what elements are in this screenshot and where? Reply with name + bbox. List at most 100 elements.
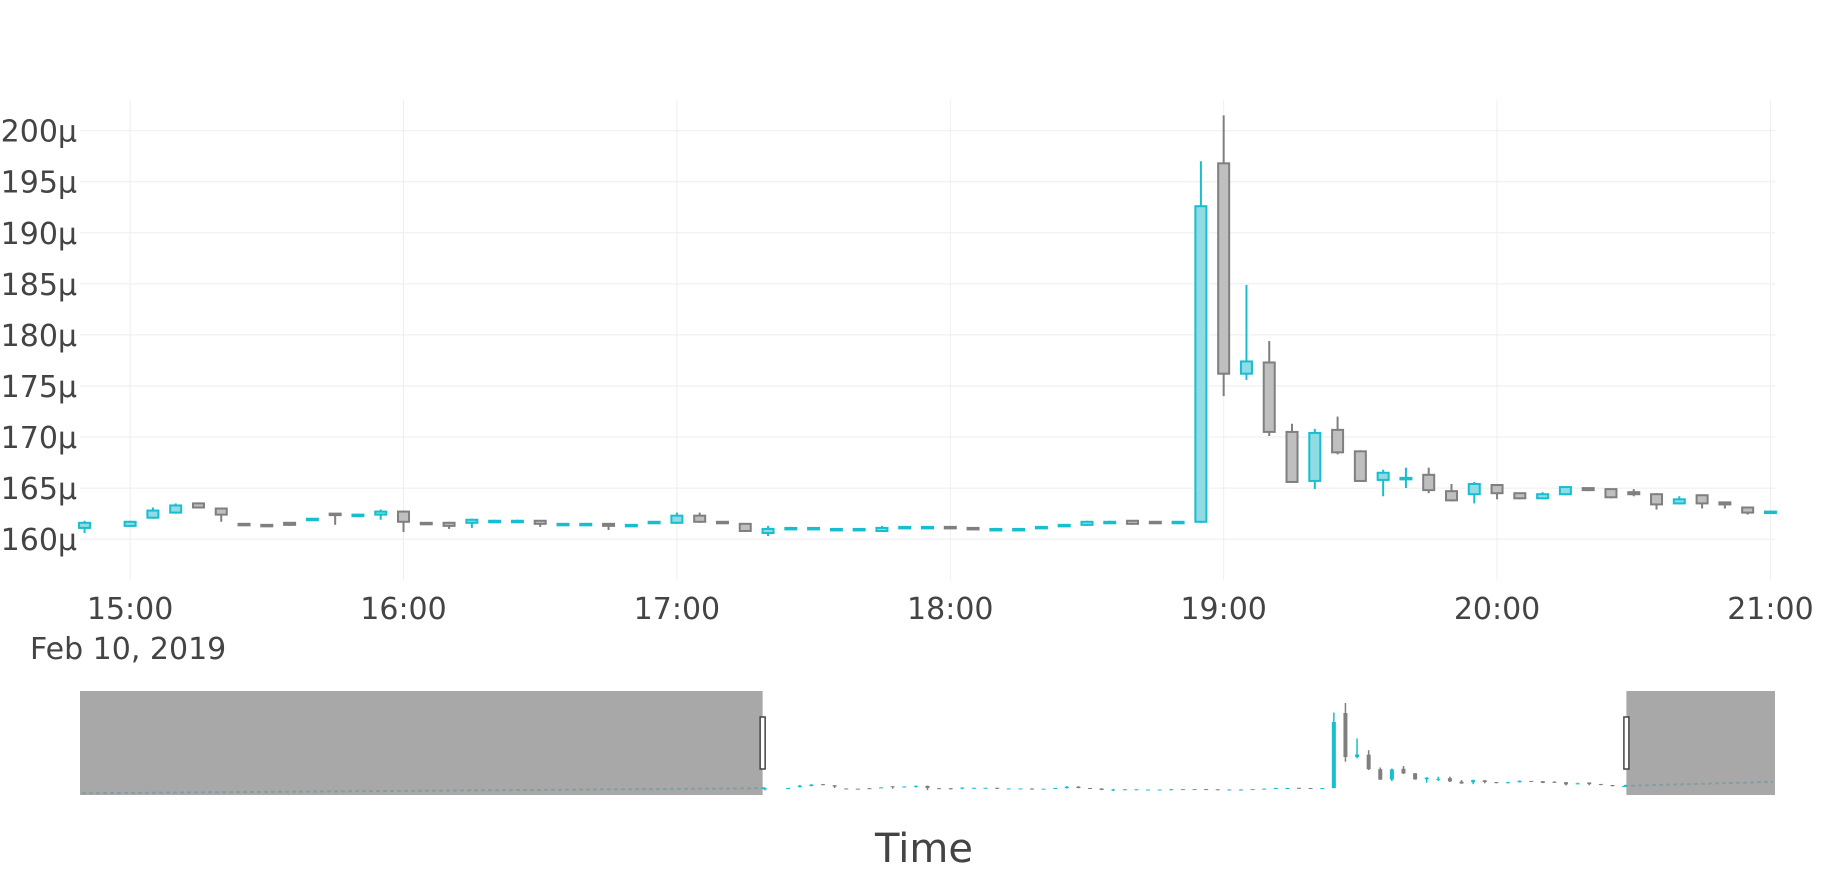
candle[interactable]	[1604, 488, 1618, 499]
candle[interactable]	[1490, 484, 1504, 500]
candle[interactable]	[1262, 341, 1276, 436]
candle[interactable]	[647, 520, 661, 525]
candle[interactable]	[989, 527, 1003, 532]
range-slider-handle-right[interactable]	[1623, 716, 1630, 770]
candle[interactable]	[374, 509, 388, 520]
candle[interactable]	[1741, 506, 1755, 515]
candle[interactable]	[419, 521, 433, 526]
range-slider-candle-body	[1482, 780, 1487, 783]
range-slider-mask-left[interactable]	[80, 691, 763, 795]
candle[interactable]	[78, 520, 92, 534]
candle[interactable]	[1331, 416, 1345, 455]
candle-body	[533, 519, 547, 525]
candle[interactable]	[465, 518, 479, 528]
candle[interactable]	[966, 526, 980, 531]
candle[interactable]	[1057, 523, 1071, 528]
candle[interactable]	[1353, 450, 1367, 482]
candle[interactable]	[1308, 428, 1322, 490]
range-slider-candle-body	[1273, 788, 1278, 790]
candle-body	[807, 526, 821, 531]
candle[interactable]	[624, 523, 638, 528]
candle[interactable]	[1627, 489, 1641, 497]
candle-body	[1399, 476, 1413, 481]
range-slider-candle-body	[1076, 786, 1081, 789]
candle[interactable]	[1650, 493, 1664, 510]
candle[interactable]	[943, 525, 957, 530]
candle-body	[1604, 488, 1618, 499]
candle[interactable]	[442, 521, 456, 529]
candle[interactable]	[670, 512, 684, 524]
candle[interactable]	[214, 507, 228, 522]
candle[interactable]	[1695, 494, 1709, 509]
candle[interactable]	[602, 522, 616, 530]
grid	[80, 100, 1775, 580]
candle[interactable]	[921, 525, 934, 530]
candle[interactable]	[693, 512, 707, 523]
candle[interactable]	[1194, 161, 1208, 523]
candle-body	[556, 522, 570, 527]
candle[interactable]	[533, 519, 547, 527]
candle[interactable]	[1536, 492, 1550, 500]
candle[interactable]	[1718, 501, 1732, 509]
range-slider-candle-body	[832, 785, 837, 787]
candle[interactable]	[510, 519, 524, 524]
candle[interactable]	[305, 517, 319, 522]
candle[interactable]	[852, 527, 866, 532]
candle[interactable]	[1126, 519, 1140, 525]
candle[interactable]	[1171, 520, 1185, 525]
candle[interactable]	[169, 503, 183, 514]
candle[interactable]	[1399, 467, 1413, 489]
candle[interactable]	[807, 526, 821, 531]
candle[interactable]	[191, 502, 205, 509]
candle[interactable]	[283, 521, 297, 526]
candle[interactable]	[875, 525, 889, 532]
candle[interactable]	[1239, 284, 1253, 380]
candle[interactable]	[1581, 487, 1595, 492]
candle-body	[442, 521, 456, 527]
candle[interactable]	[829, 527, 843, 532]
candle-body	[1239, 360, 1253, 375]
range-slider-candle-body	[902, 786, 907, 788]
candles[interactable]	[78, 115, 1777, 537]
range-slider[interactable]	[80, 691, 1775, 795]
candle[interactable]	[1558, 486, 1572, 496]
candle[interactable]	[898, 525, 912, 530]
candle[interactable]	[761, 525, 775, 537]
range-slider-candle-body	[1517, 780, 1522, 783]
range-slider-candle-body	[1111, 789, 1116, 791]
candle[interactable]	[351, 513, 365, 518]
candle[interactable]	[1376, 469, 1390, 497]
candle-body	[237, 522, 251, 527]
range-slider-handle-left[interactable]	[759, 716, 766, 770]
range-slider-mask-right[interactable]	[1626, 691, 1775, 795]
candle[interactable]	[1513, 492, 1527, 500]
candle[interactable]	[1763, 510, 1777, 515]
candle[interactable]	[579, 522, 593, 527]
candle[interactable]	[1148, 520, 1162, 525]
candle[interactable]	[1080, 520, 1094, 526]
candle[interactable]	[556, 522, 570, 527]
candle[interactable]	[488, 519, 502, 524]
candle[interactable]	[1103, 520, 1117, 525]
candle-body	[647, 520, 661, 525]
candle[interactable]	[1672, 496, 1686, 505]
range-slider-candle-body	[867, 788, 872, 790]
candle[interactable]	[1467, 481, 1481, 504]
candle[interactable]	[784, 526, 798, 531]
candle[interactable]	[1217, 115, 1231, 397]
y-tick-label: 165μ	[1, 472, 77, 507]
candle[interactable]	[260, 523, 274, 528]
candle[interactable]	[1034, 525, 1048, 530]
candle[interactable]	[123, 520, 137, 527]
candle[interactable]	[1012, 527, 1026, 532]
candle[interactable]	[1285, 423, 1299, 483]
range-slider-candle-body	[1471, 780, 1476, 783]
candle[interactable]	[146, 507, 160, 519]
candle[interactable]	[715, 520, 729, 525]
candle[interactable]	[1422, 467, 1436, 494]
candle[interactable]	[738, 522, 752, 532]
candle[interactable]	[397, 510, 411, 532]
candle[interactable]	[1444, 484, 1458, 502]
candle[interactable]	[237, 522, 251, 527]
candle[interactable]	[328, 512, 342, 525]
